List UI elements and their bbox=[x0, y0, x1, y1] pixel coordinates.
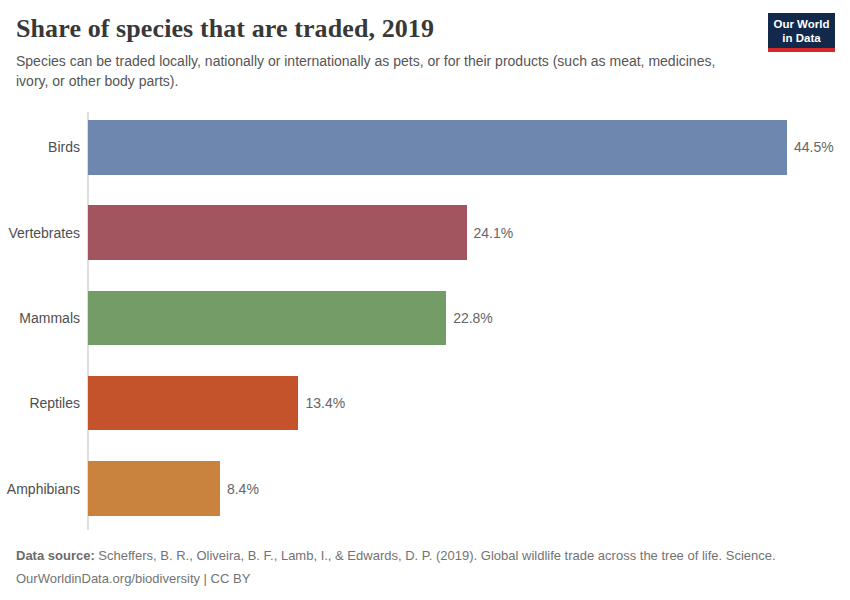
value-label-vertebrates: 24.1% bbox=[474, 225, 514, 241]
category-label-birds: Birds bbox=[2, 139, 80, 155]
license-line: OurWorldinData.org/biodiversity | CC BY bbox=[16, 568, 776, 591]
value-label-amphibians: 8.4% bbox=[227, 481, 259, 497]
category-label-reptiles: Reptiles bbox=[2, 395, 80, 411]
bar-mammals[interactable] bbox=[88, 291, 446, 346]
value-label-reptiles: 13.4% bbox=[305, 395, 345, 411]
category-label-vertebrates: Vertebrates bbox=[2, 225, 80, 241]
bar-birds[interactable] bbox=[88, 120, 787, 175]
category-label-amphibians: Amphibians bbox=[2, 481, 80, 497]
category-label-mammals: Mammals bbox=[2, 310, 80, 326]
chart-footer: Data source: Scheffers, B. R., Oliveira,… bbox=[16, 545, 776, 590]
data-source-line: Data source: Scheffers, B. R., Oliveira,… bbox=[16, 545, 776, 568]
bar-chart: Birds 44.5% Vertebrates 24.1% Mammals 22.8% Re… bbox=[0, 0, 850, 600]
data-source-label: Data source: bbox=[16, 548, 95, 563]
bar-vertebrates[interactable] bbox=[88, 205, 467, 260]
value-label-birds: 44.5% bbox=[794, 139, 834, 155]
chart-page: Share of species that are traded, 2019 S… bbox=[0, 0, 850, 600]
bar-reptiles[interactable] bbox=[88, 376, 298, 431]
value-label-mammals: 22.8% bbox=[453, 310, 493, 326]
data-source-text: Scheffers, B. R., Oliveira, B. F., Lamb,… bbox=[95, 548, 776, 563]
bar-amphibians[interactable] bbox=[88, 461, 220, 516]
